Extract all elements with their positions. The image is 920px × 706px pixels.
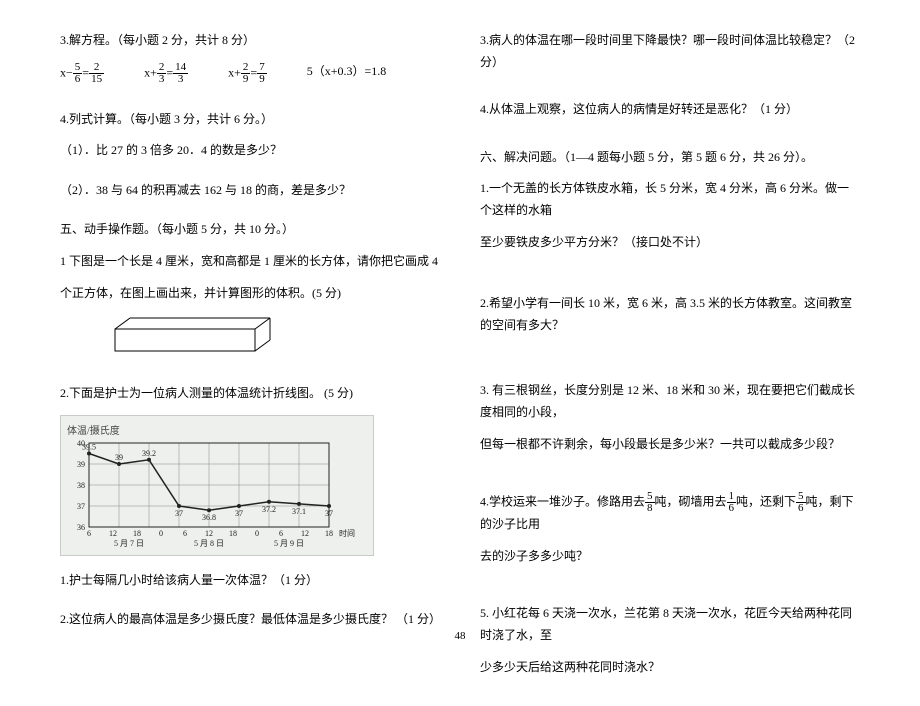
q5-title: 五、动手操作题。（每小题 5 分，共 10 分。） [60,219,440,241]
r6-2: 2.希望小学有一间长 10 米，宽 6 米，高 3.5 米的长方体教室。这间教室… [480,293,860,336]
eq2: x+23=143 [144,62,188,85]
svg-text:39: 39 [77,460,85,469]
svg-text:39.5: 39.5 [82,442,96,451]
q5-1b: 个正方体，在图上画出来，并计算图形的体积。(5 分) [60,283,440,305]
svg-text:37: 37 [175,509,183,518]
r6-1b: 至少要铁皮多少平方分米？（接口处不计） [480,232,860,254]
svg-text:18: 18 [325,529,333,538]
svg-text:37: 37 [77,502,85,511]
q5-2: 2.下面是护士为一位病人测量的体温统计折线图。 (5 分) [60,383,440,405]
r6-4a: 4.学校运来一堆沙子。修路用去58吨，砌墙用去16吨，还剩下56吨，剩下的沙子比… [480,491,860,536]
chart-y-title: 体温/摄氏度 [67,422,367,437]
q4-title: 4.列式计算。（每小题 3 分，共计 6 分。） [60,109,440,131]
page-number: 48 [0,630,920,642]
svg-text:18: 18 [133,529,141,538]
svg-text:5 月 9 日: 5 月 9 日 [274,539,304,548]
svg-text:12: 12 [301,529,309,538]
svg-text:时间: 时间 [339,528,355,538]
q3-title: 3.解方程。（每小题 2 分，共计 8 分） [60,30,440,52]
r6-5b: 少多少天后给这两种花同时浇水？ [480,657,860,679]
svg-text:0: 0 [159,529,163,538]
r6-3a: 3. 有三根钢丝，长度分别是 12 米、18 米和 30 米，现在要把它们截成长… [480,380,860,423]
svg-text:38: 38 [77,481,85,490]
chart-svg: 403938373639.53939.23736.83737.237.13761… [67,439,357,549]
exam-page: 3.解方程。（每小题 2 分，共计 8 分） x−56=215 x+23=143… [0,0,920,706]
svg-text:5 月 8 日: 5 月 8 日 [194,539,224,548]
svg-text:6: 6 [279,529,283,538]
svg-text:37: 37 [235,509,243,518]
q5-1a: 1 下图是一个长是 4 厘米，宽和高都是 1 厘米的长方体，请你把它画成 4 [60,251,440,273]
svg-text:5 月 7 日: 5 月 7 日 [114,539,144,548]
svg-text:36.8: 36.8 [202,513,216,522]
svg-text:0: 0 [255,529,259,538]
right-column: 3.病人的体温在哪一段时间里下降最快？哪一段时间体温比较稳定？（2 分） 4.从… [480,30,860,696]
svg-text:37: 37 [325,509,333,518]
svg-text:6: 6 [183,529,187,538]
r-q4: 4.从体温上观察，这位病人的病情是好转还是恶化？（1 分） [480,99,860,121]
temperature-chart: 体温/摄氏度 403938373639.53939.23736.83737.23… [60,415,374,556]
svg-text:36: 36 [77,523,85,532]
q4-2: （2）．38 与 64 的积再减去 162 与 18 的商，差是多少？ [60,180,440,202]
eq3: x+29=79 [228,62,267,85]
eq1: x−56=215 [60,62,104,85]
section6-title: 六、解决问题。（1—4 题每小题 5 分，第 5 题 6 分，共 26 分）。 [480,147,860,169]
sub-q1: 1.护士每隔几小时给该病人量一次体温？（1 分） [60,570,440,592]
r6-1a: 1.一个无盖的长方体铁皮水箱，长 5 分米，宽 4 分米，高 6 分米。做一个这… [480,178,860,221]
svg-text:39: 39 [115,453,123,462]
svg-text:37.1: 37.1 [292,507,306,516]
cuboid-figure [110,314,440,363]
svg-text:12: 12 [109,529,117,538]
left-column: 3.解方程。（每小题 2 分，共计 8 分） x−56=215 x+23=143… [60,30,440,696]
r6-4b: 去的沙子多多少吨？ [480,546,860,568]
q4-1: （1）．比 27 的 3 倍多 20．4 的数是多少？ [60,140,440,162]
svg-text:18: 18 [229,529,237,538]
eq4: 5（x+0.3）=1.8 [307,62,387,85]
svg-text:6: 6 [87,529,91,538]
q3-equations: x−56=215 x+23=143 x+29=79 5（x+0.3）=1.8 [60,62,440,85]
svg-text:12: 12 [205,529,213,538]
r-q3: 3.病人的体温在哪一段时间里下降最快？哪一段时间体温比较稳定？（2 分） [480,30,860,73]
sub-q2: 2.这位病人的最高体温是多少摄氏度？最低体温是多少摄氏度？ （1 分） [60,609,440,631]
r6-3b: 但每一根都不许剩余，每小段最长是多少米？一共可以截成多少段？ [480,434,860,456]
svg-text:39.2: 39.2 [142,449,156,458]
svg-text:37.2: 37.2 [262,505,276,514]
